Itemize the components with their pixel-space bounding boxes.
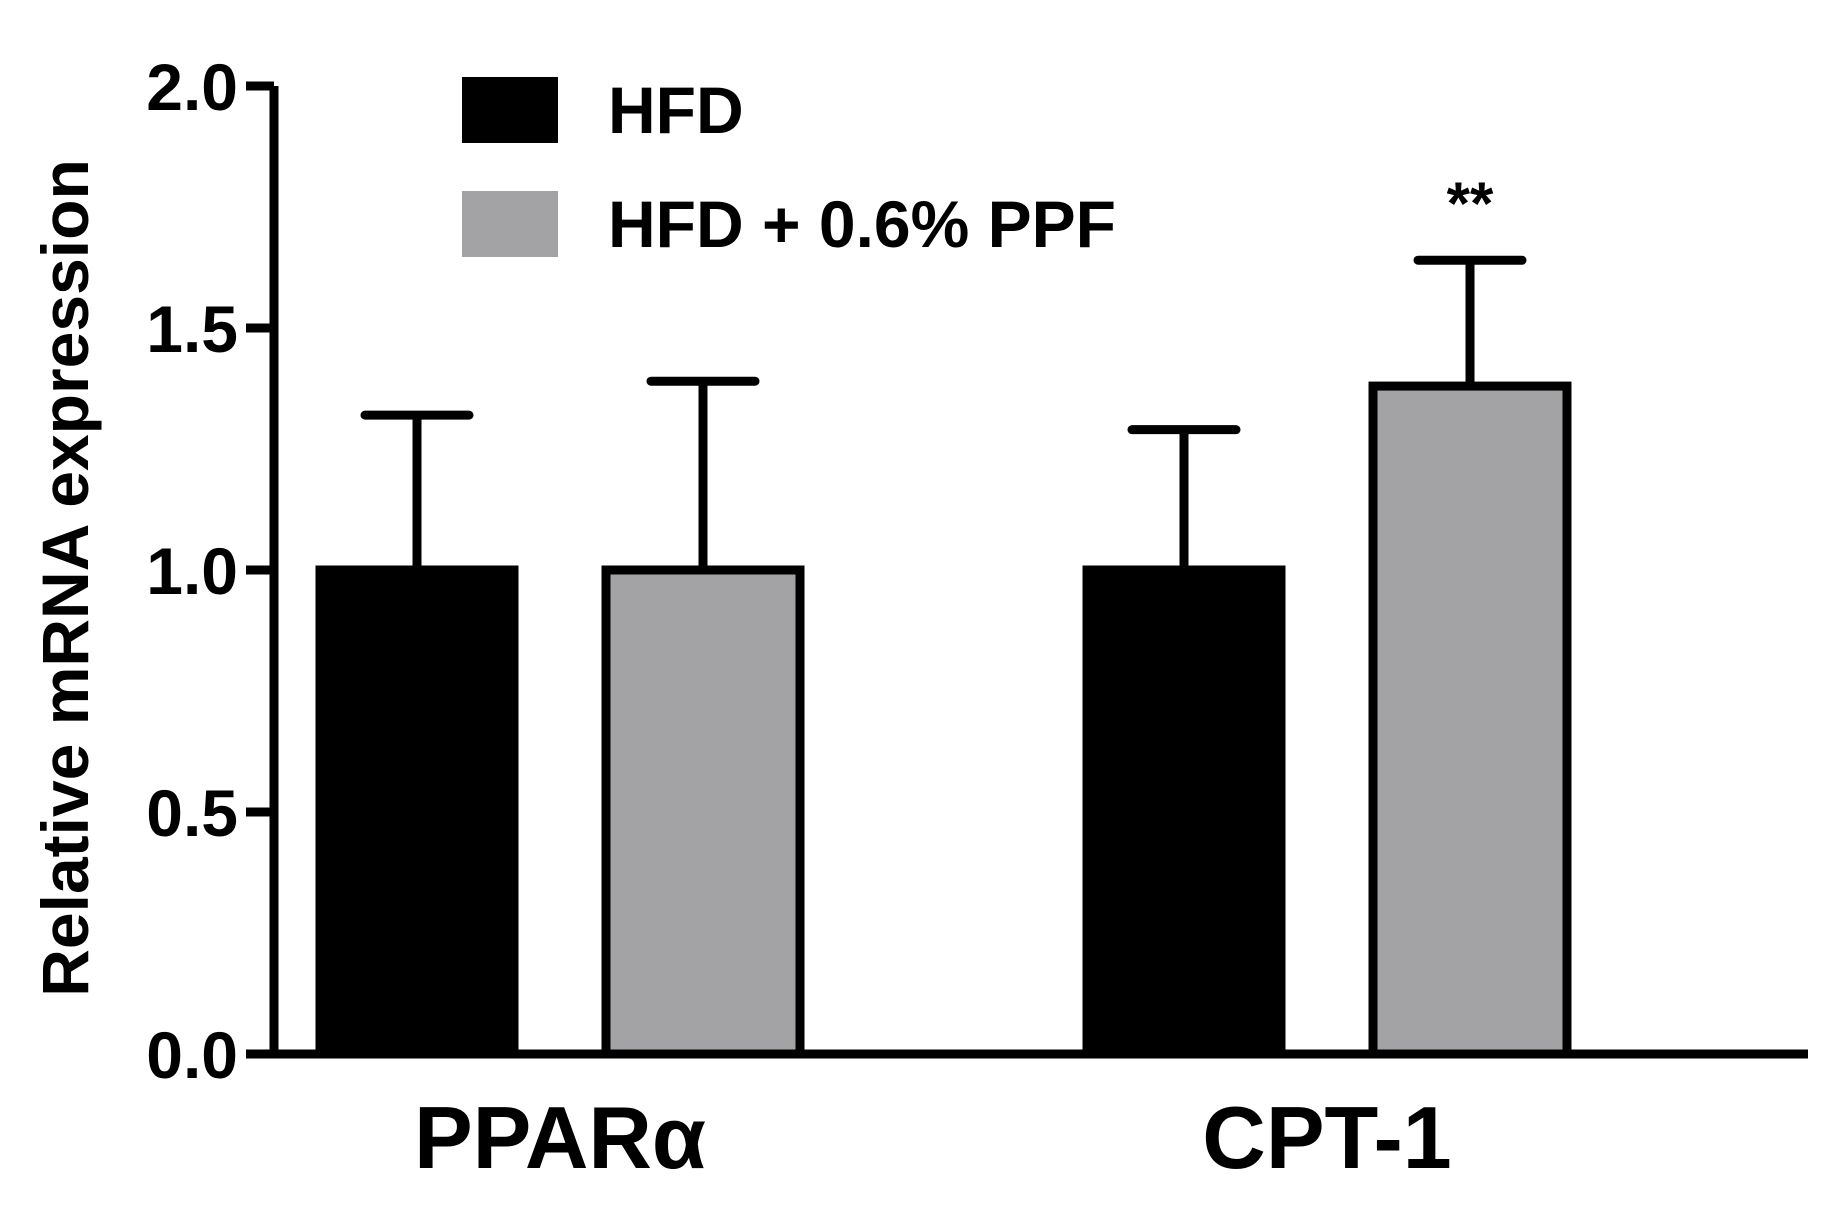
significance-label: ** [1447, 170, 1494, 237]
bars-layer [315, 381, 1572, 1059]
x-tick-labels: PPARα CPT-1 [414, 1088, 1452, 1187]
bar-hfd-ppara [315, 565, 519, 1059]
x-tick-label: CPT-1 [1202, 1088, 1451, 1187]
annotations: ** [1447, 170, 1494, 237]
y-tick-label: 2.0 [146, 50, 238, 124]
y-tick-label: 1.0 [146, 534, 238, 608]
legend-label: HFD + 0.6% PPF [608, 187, 1116, 261]
legend-swatch [462, 77, 558, 143]
bar-hfd-ppf-ppara [601, 565, 805, 1059]
bar-hfd-cpt1 [1082, 565, 1286, 1059]
legend: HFD HFD + 0.6% PPF [462, 73, 1116, 261]
bar-hfd-ppf-cpt1 [1368, 381, 1572, 1059]
y-tick-label: 0.5 [146, 776, 238, 850]
y-axis-label: Relative mRNA expression [28, 159, 102, 997]
error-bars-layer [360, 255, 1527, 570]
y-ticks: 0.0 0.5 1.0 1.5 2.0 [146, 50, 274, 1092]
x-tick-label: PPARα [414, 1088, 706, 1187]
y-tick-label: 1.5 [146, 292, 238, 366]
y-tick-label: 0.0 [146, 1018, 238, 1092]
legend-swatch [462, 191, 558, 257]
legend-label: HFD [608, 73, 744, 147]
